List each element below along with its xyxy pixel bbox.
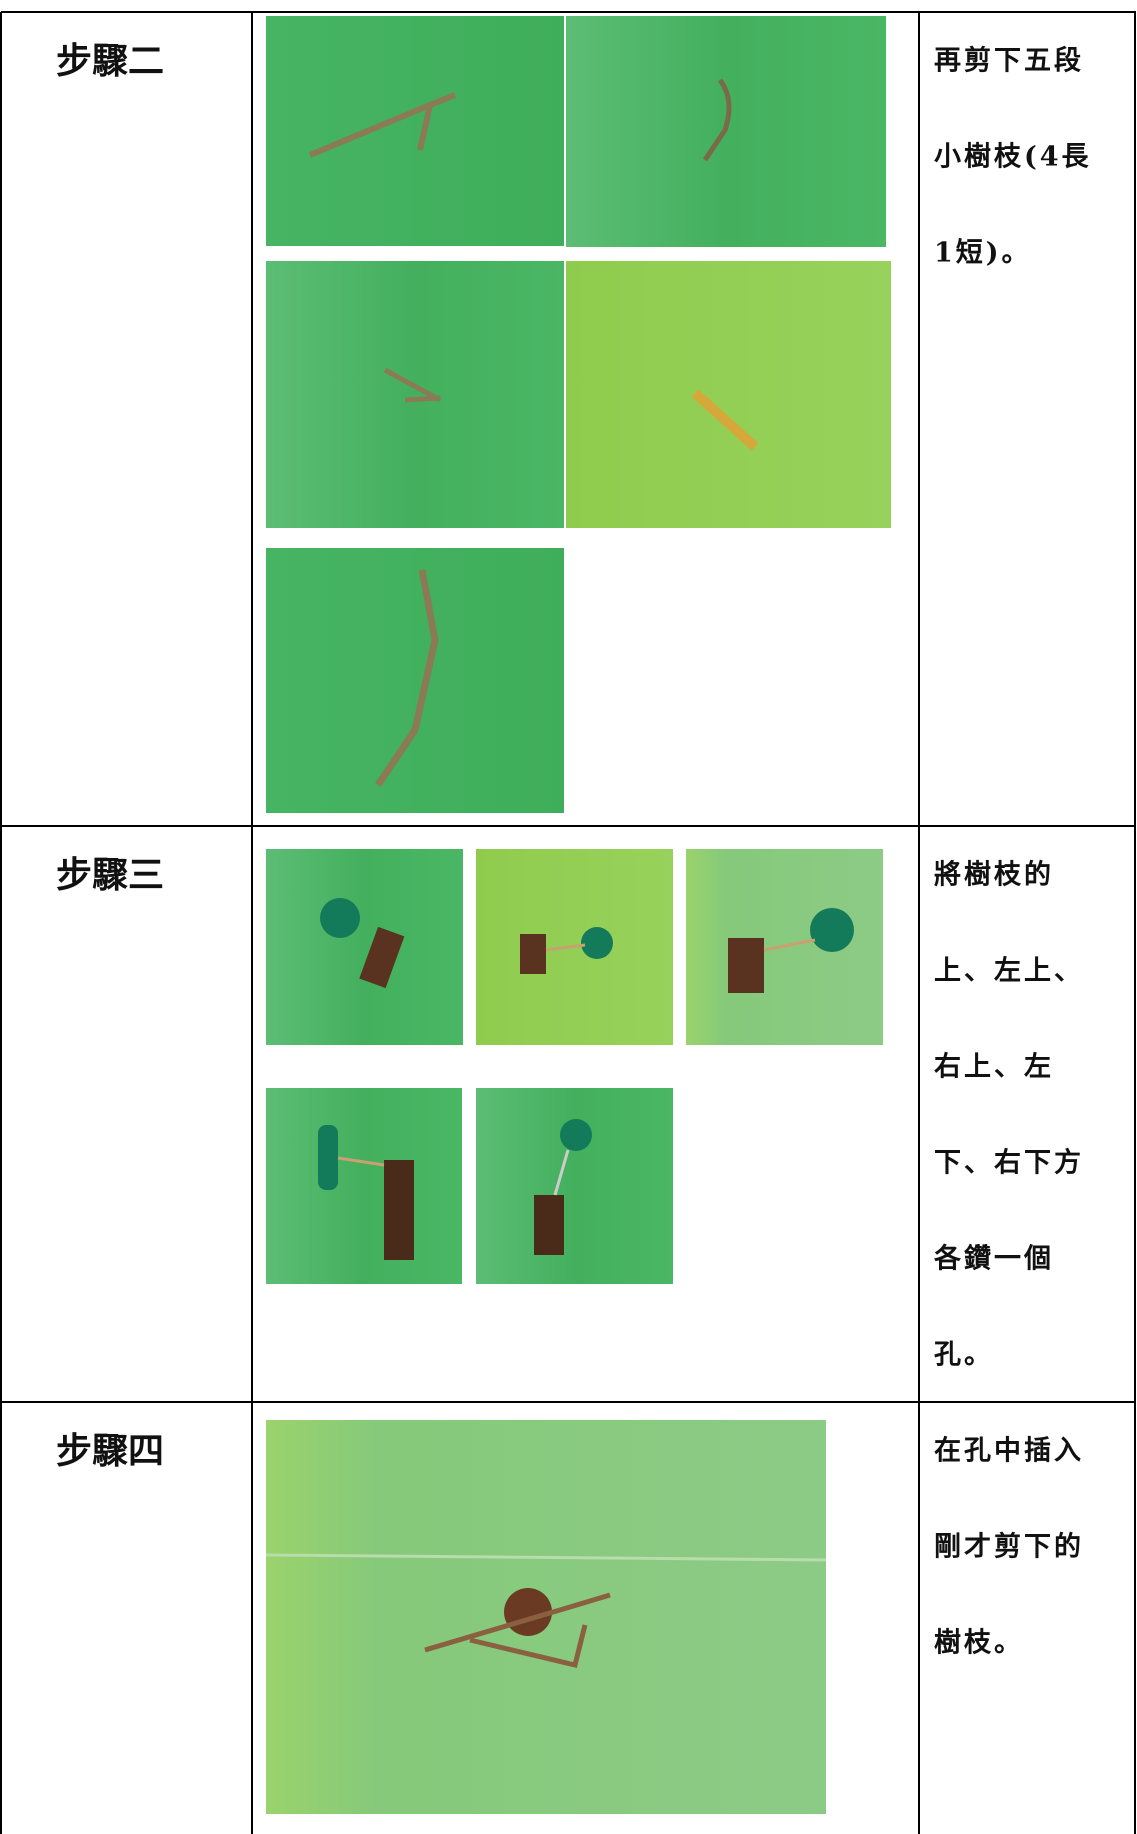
photo [266,849,463,1045]
step-description: 右上、左 [934,1052,1054,1083]
step-description: 各鑽一個 [933,1243,1054,1275]
step-description: 剛才剪下的 [934,1531,1084,1563]
photo [266,548,564,813]
step-label: 步驟四 [56,1430,164,1472]
step-description: 孔。 [934,1340,994,1371]
photo [686,849,883,1045]
photo [266,1088,462,1284]
step-description: 在孔中插入 [934,1436,1084,1467]
step-label: 步驟二 [56,40,164,82]
step-description: 將樹枝的 [934,859,1054,891]
photo [566,16,886,247]
table-borders [0,11,1136,1834]
step-description: 小樹枝(4長 [934,142,1092,173]
photo [265,1420,827,1814]
step-description: 再剪下五段 [934,45,1084,77]
photo [566,261,891,528]
photo [476,849,673,1045]
step-label: 步驟三 [56,854,164,896]
step-description: 下、右下方 [934,1147,1084,1179]
step-description: 上、左上、 [934,956,1084,987]
step-description: 1短)。 [934,238,1032,269]
photo [266,16,564,246]
photos [265,16,891,1814]
photo [476,1088,673,1284]
photo [266,261,564,528]
step-description: 樹枝。 [934,1628,1024,1659]
